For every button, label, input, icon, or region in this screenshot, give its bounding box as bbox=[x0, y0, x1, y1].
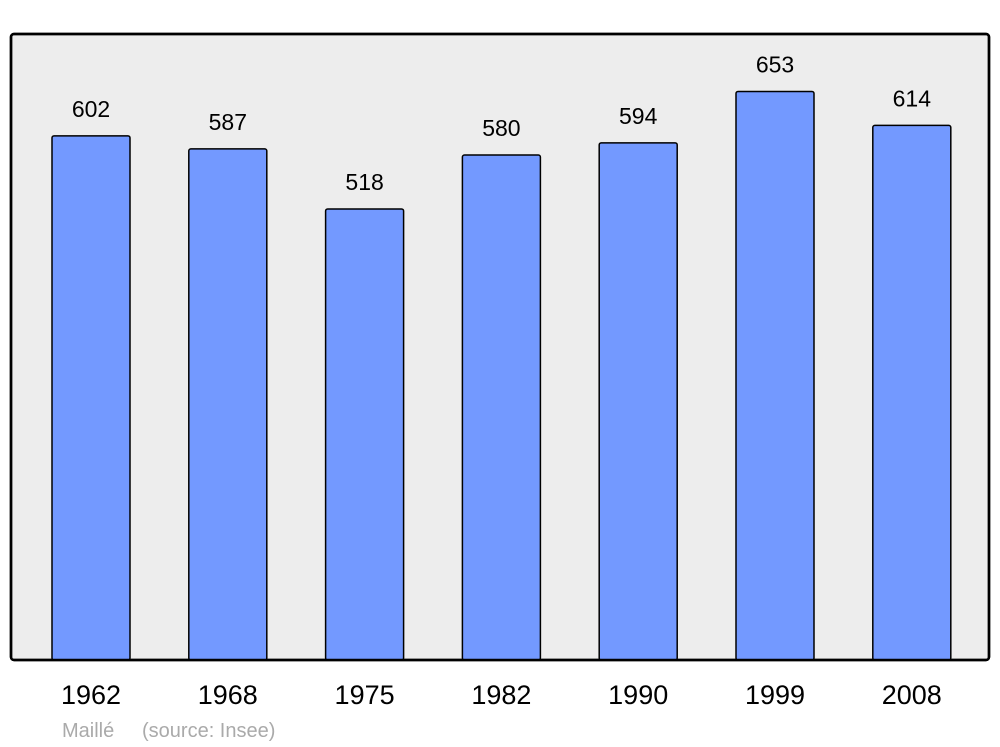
plot-frame-outline bbox=[9, 32, 991, 662]
data-label-1990: 594 bbox=[619, 103, 658, 129]
data-label-1982: 580 bbox=[482, 115, 520, 141]
data-label-1968: 587 bbox=[209, 109, 247, 135]
bar-1968 bbox=[188, 148, 268, 661]
data-label-1975: 518 bbox=[345, 169, 383, 195]
bar-1975 bbox=[324, 208, 405, 661]
x-tick-label-1990: 1990 bbox=[608, 680, 668, 710]
bar-1982 bbox=[461, 154, 542, 661]
footer-place: Maillé bbox=[62, 720, 114, 742]
x-tick-label-1962: 1962 bbox=[61, 680, 121, 710]
x-tick-label-1999: 1999 bbox=[745, 680, 805, 710]
x-tick-label-2008: 2008 bbox=[882, 680, 942, 710]
bar-2008 bbox=[872, 124, 952, 661]
x-tick-label-1968: 1968 bbox=[198, 680, 258, 710]
bar-1990 bbox=[598, 142, 678, 661]
data-label-1999: 653 bbox=[756, 51, 794, 77]
bar-1962 bbox=[51, 135, 131, 661]
data-label-1962: 602 bbox=[72, 96, 110, 122]
bar-1999 bbox=[735, 90, 815, 661]
x-tick-label-1975: 1975 bbox=[335, 680, 395, 710]
x-tick-label-1982: 1982 bbox=[471, 680, 531, 710]
footer-source: (source: Insee) bbox=[142, 720, 275, 742]
data-label-2008: 614 bbox=[893, 85, 932, 111]
